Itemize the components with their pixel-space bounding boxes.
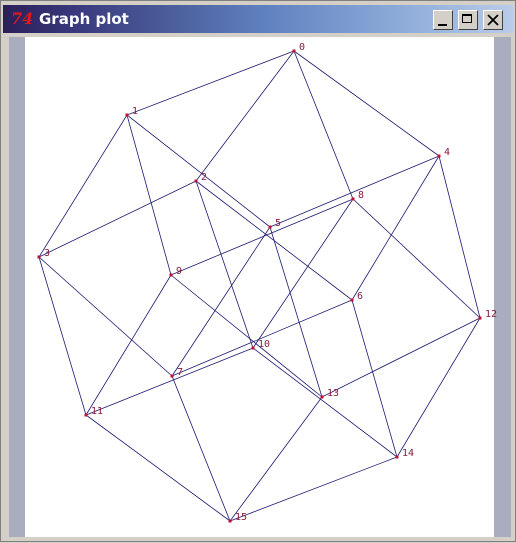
edge-2-10 bbox=[195, 180, 254, 349]
edge-10-11 bbox=[85, 347, 254, 416]
edge-0-4 bbox=[293, 50, 440, 157]
node-label-8: 8 bbox=[358, 190, 364, 201]
node-14[interactable] bbox=[395, 455, 399, 459]
minimize-button[interactable] bbox=[433, 10, 453, 30]
edge-0-8 bbox=[293, 50, 354, 200]
edge-13-15 bbox=[229, 396, 323, 522]
node-label-6: 6 bbox=[357, 291, 363, 302]
node-15[interactable] bbox=[228, 519, 232, 523]
edge-12-14 bbox=[396, 317, 481, 458]
edge-5-13 bbox=[269, 226, 323, 398]
node-label-15: 15 bbox=[235, 512, 247, 523]
node-1[interactable] bbox=[125, 113, 129, 117]
node-label-7: 7 bbox=[177, 367, 183, 378]
node-label-4: 4 bbox=[444, 147, 450, 158]
edge-4-5 bbox=[269, 155, 440, 228]
edge-5-7 bbox=[171, 226, 271, 377]
node-label-5: 5 bbox=[275, 218, 281, 229]
edge-7-15 bbox=[171, 375, 231, 522]
edge-3-11 bbox=[38, 256, 87, 416]
maximize-button[interactable] bbox=[458, 10, 478, 30]
close-button[interactable] bbox=[483, 10, 503, 30]
node-label-12: 12 bbox=[485, 309, 497, 320]
node-5[interactable] bbox=[268, 225, 272, 229]
node-layer bbox=[37, 49, 482, 523]
edge-8-10 bbox=[252, 198, 354, 349]
edge-9-13 bbox=[170, 274, 323, 398]
edge-6-14 bbox=[351, 299, 398, 458]
node-label-9: 9 bbox=[176, 266, 182, 277]
node-9[interactable] bbox=[169, 273, 173, 277]
edge-8-9 bbox=[170, 198, 354, 276]
node-label-10: 10 bbox=[258, 339, 270, 350]
edge-0-2 bbox=[195, 50, 295, 182]
edge-12-13 bbox=[321, 317, 481, 398]
node-label-13: 13 bbox=[327, 388, 339, 399]
node-label-0: 0 bbox=[299, 42, 305, 53]
edge-2-3 bbox=[38, 180, 197, 258]
edge-1-3 bbox=[38, 114, 128, 258]
node-6[interactable] bbox=[350, 298, 354, 302]
node-label-11: 11 bbox=[91, 406, 103, 417]
edge-1-9 bbox=[126, 114, 172, 276]
edge-8-12 bbox=[352, 198, 481, 319]
node-3[interactable] bbox=[37, 255, 41, 259]
node-12[interactable] bbox=[478, 316, 482, 320]
node-8[interactable] bbox=[351, 197, 355, 201]
node-2[interactable] bbox=[194, 179, 198, 183]
node-label-14: 14 bbox=[402, 448, 414, 459]
edge-4-12 bbox=[438, 155, 481, 319]
node-10[interactable] bbox=[251, 346, 255, 350]
window-title: Graph plot bbox=[39, 10, 129, 28]
node-7[interactable] bbox=[170, 374, 174, 378]
edge-14-15 bbox=[229, 456, 398, 522]
node-0[interactable] bbox=[292, 49, 296, 53]
edge-6-7 bbox=[171, 299, 353, 377]
graph-canvas[interactable] bbox=[25, 37, 494, 537]
edge-0-1 bbox=[126, 50, 295, 116]
edge-9-11 bbox=[85, 274, 172, 416]
node-11[interactable] bbox=[84, 413, 88, 417]
node-4[interactable] bbox=[437, 154, 441, 158]
edge-4-6 bbox=[351, 155, 440, 301]
title-bar[interactable]: 74 Graph plot bbox=[3, 5, 513, 33]
node-13[interactable] bbox=[320, 395, 324, 399]
node-label-1: 1 bbox=[132, 106, 138, 117]
node-label-2: 2 bbox=[201, 172, 207, 183]
edge-3-7 bbox=[38, 256, 173, 377]
close-icon bbox=[487, 14, 499, 26]
edge-11-15 bbox=[85, 414, 231, 522]
node-label-3: 3 bbox=[44, 248, 50, 259]
edge-10-14 bbox=[252, 347, 398, 458]
tk-logo-icon: 74 bbox=[11, 9, 34, 28]
edge-layer bbox=[38, 50, 481, 522]
edge-1-5 bbox=[126, 114, 271, 228]
